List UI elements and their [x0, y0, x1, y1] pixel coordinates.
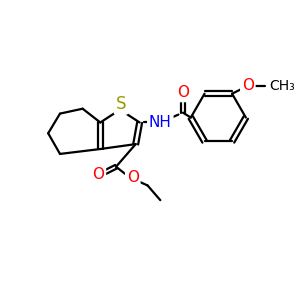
Text: O: O: [127, 170, 139, 185]
Text: S: S: [116, 95, 126, 113]
Text: O: O: [177, 85, 189, 100]
Text: O: O: [242, 78, 254, 93]
Text: CH₃: CH₃: [269, 79, 295, 93]
Text: O: O: [92, 167, 104, 182]
Text: NH: NH: [149, 115, 172, 130]
